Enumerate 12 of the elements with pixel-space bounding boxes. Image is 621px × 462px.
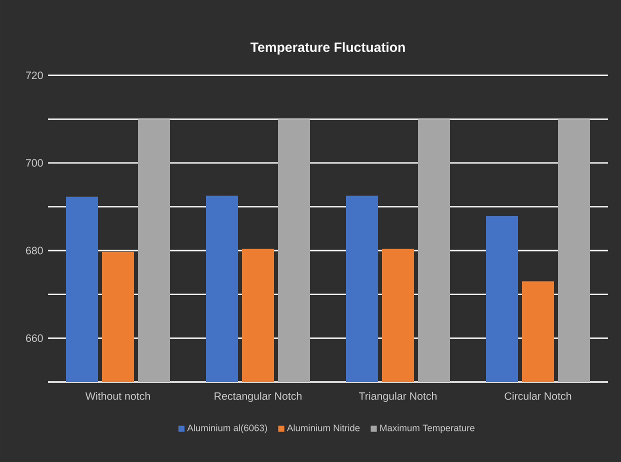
x-tick-label: Without notch xyxy=(85,392,150,400)
legend-label: Aluminium al(6063) xyxy=(187,424,267,434)
y-tick-label: 680 xyxy=(26,246,43,254)
x-tick-label: Triangular Notch xyxy=(359,392,437,402)
y-tick-label: 700 xyxy=(26,159,43,167)
x-tick-label: Rectangular Notch xyxy=(214,392,302,402)
y-tick-label: 720 xyxy=(26,72,43,80)
x-tick-label: Circular Notch xyxy=(504,392,572,400)
legend-label: Aluminium Nitride xyxy=(286,424,360,432)
y-tick-label: 660 xyxy=(26,334,43,342)
legend-label: Maximum Temperature xyxy=(380,424,474,434)
chart-title: Temperature Fluctuation xyxy=(250,42,405,55)
